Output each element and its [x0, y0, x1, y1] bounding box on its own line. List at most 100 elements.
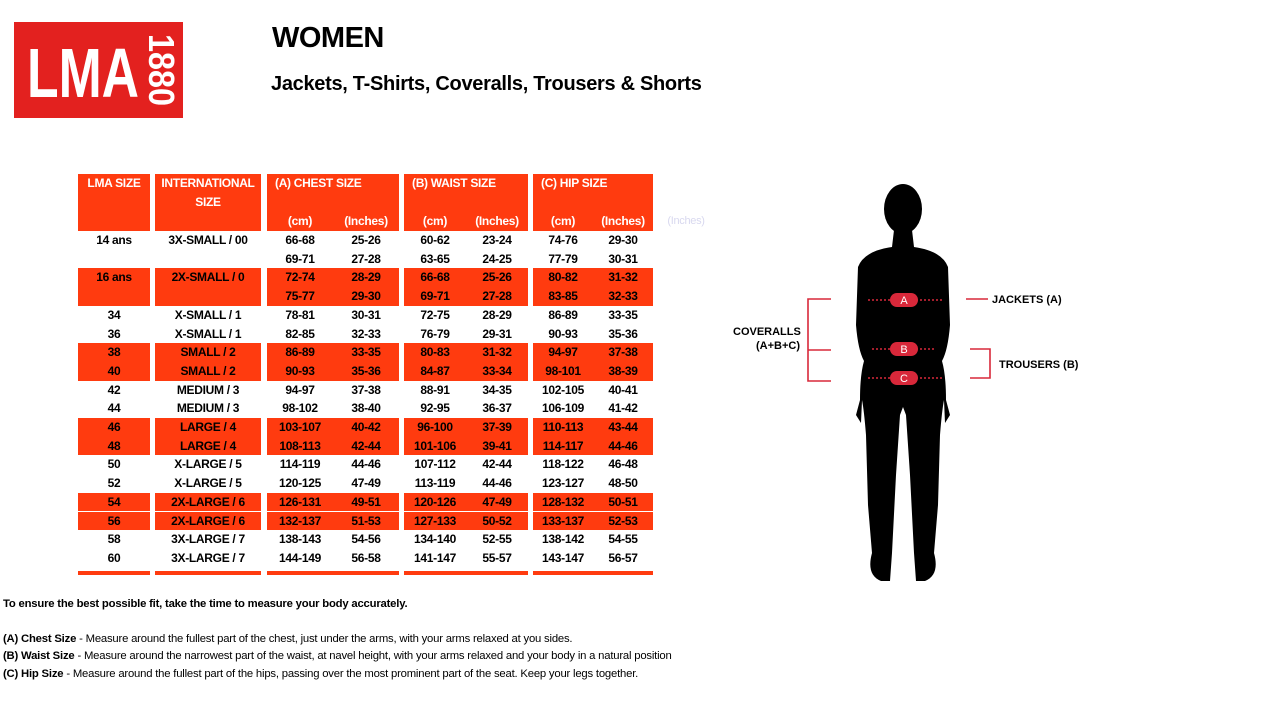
row-highlight	[155, 268, 261, 288]
lma-size: 40	[107, 363, 121, 378]
row-highlight	[155, 511, 261, 531]
measure-cell: 80-83	[420, 345, 450, 360]
measure-cell: 46-48	[608, 457, 638, 472]
measure-cell: 126-131	[279, 494, 321, 509]
measure-cell: 107-112	[414, 457, 456, 472]
logo-bg	[14, 22, 183, 118]
intl-size: 2X-LARGE / 6	[171, 494, 245, 509]
header-bg	[267, 174, 399, 231]
marker-pill	[890, 371, 918, 385]
note: (B) Waist Size - Measure around the narr…	[3, 648, 723, 666]
intl-size: SMALL / 2	[180, 363, 236, 378]
measure-cell: 33-35	[351, 345, 381, 360]
measure-cell: 98-102	[282, 401, 318, 416]
measure-cell: 55-57	[482, 550, 512, 565]
measure-cell: 82-85	[285, 326, 315, 341]
lma-size: 38	[107, 345, 121, 360]
measure-cell: 41-42	[608, 401, 638, 416]
measure-cell: 141-147	[414, 550, 456, 565]
measure-cell: 32-33	[608, 289, 638, 304]
intl-size: 3X-LARGE / 7	[171, 532, 245, 547]
marker-label: C	[900, 373, 908, 385]
intl-size: X-SMALL / 1	[174, 326, 242, 341]
measure-cell: 23-24	[482, 233, 512, 247]
measure-cell: 143-147	[542, 550, 584, 565]
row-highlight	[78, 436, 150, 456]
measure-cell: 75-77	[285, 289, 315, 304]
measure-cell: 33-35	[608, 307, 638, 322]
measure-cell: 35-36	[351, 363, 381, 378]
measure-cell: 40-41	[608, 382, 638, 397]
intl-size: LARGE / 4	[180, 420, 236, 434]
row-highlight	[404, 492, 528, 512]
header-bg	[155, 174, 261, 231]
intl-size: 3X-SMALL / 00	[168, 233, 248, 247]
lma-size: 16 ans	[96, 270, 132, 285]
lma-size: 58	[107, 532, 121, 547]
measure-cell: 60-62	[420, 233, 450, 247]
row-highlight	[404, 343, 528, 362]
row-highlight	[533, 511, 653, 531]
measure-cell: 78-81	[285, 307, 315, 322]
row-highlight	[533, 492, 653, 512]
intl-size: MEDIUM / 3	[176, 382, 240, 397]
measure-cell: 56-58	[351, 550, 381, 565]
measure-cell: 90-93	[285, 363, 315, 378]
measure-cell: 40-42	[351, 420, 381, 434]
note: (A) Chest Size - Measure around the full…	[3, 631, 723, 649]
measure-cell: 106-109	[542, 401, 584, 416]
measure-cell: 38-40	[351, 401, 381, 416]
marker-label: B	[900, 344, 907, 356]
measure-cell: 108-113	[279, 438, 321, 453]
measure-cell: 39-41	[482, 438, 512, 453]
measure-cell: 63-65	[420, 251, 450, 266]
measure-cell: 37-38	[351, 382, 381, 397]
table-footer-bar	[78, 570, 150, 575]
trousers-label: TROUSERS (B)	[999, 359, 1079, 371]
measure-cell: 42-44	[351, 438, 381, 453]
measure-cell: 36-37	[482, 401, 512, 416]
unit-cell: (Inches)	[475, 214, 519, 228]
measure-cell: 86-89	[548, 307, 578, 322]
measure-cell: 27-28	[351, 251, 381, 266]
row-highlight	[78, 418, 150, 437]
row-highlight	[155, 343, 261, 362]
row-highlight	[78, 492, 150, 512]
intl-size: MEDIUM / 3	[176, 401, 240, 416]
measure-cell: 50-52	[482, 513, 512, 528]
row-highlight	[533, 268, 653, 288]
measure-cell: 132-137	[279, 513, 321, 528]
note-text: - Measure around the fullest part of the…	[66, 667, 639, 680]
measure-cell: 96-100	[417, 420, 453, 434]
measure-cell: 29-31	[482, 326, 512, 341]
notes-items: (A) Chest Size - Measure around the full…	[3, 631, 723, 684]
row-highlight	[78, 511, 150, 531]
measure-cell: 52-53	[608, 513, 638, 528]
row-highlight	[155, 361, 261, 381]
intl-size: SMALL / 2	[180, 345, 236, 360]
measure-cell: 31-32	[482, 345, 512, 360]
row-highlight	[155, 287, 261, 306]
size-table: LMA SIZE INTERNATIONAL SIZE (A) CHEST SIZE…	[0, 0, 720, 580]
row-highlight	[533, 287, 653, 306]
measure-cell: 37-39	[482, 420, 512, 434]
title: WOMEN	[272, 22, 384, 54]
row-highlight	[267, 511, 399, 531]
lma-size: 14 ans	[96, 233, 132, 247]
unit-cell: (Inches)	[601, 214, 645, 228]
measure-cell: 86-89	[285, 345, 315, 360]
measure-cell: 110-113	[542, 420, 584, 434]
header-cell: (C) HIP SIZE	[541, 176, 608, 190]
measure-cell: 69-71	[420, 289, 450, 304]
measure-cell: 83-85	[548, 289, 578, 304]
lma-size: 42	[107, 382, 121, 397]
unit-cell: (Inches)	[344, 214, 388, 228]
lma-size: 50	[107, 457, 121, 472]
row-highlight	[533, 436, 653, 456]
lma-size: 56	[107, 513, 121, 528]
silhouette	[856, 184, 950, 581]
measure-cell: 47-49	[482, 494, 512, 509]
measure-cell: 37-38	[608, 345, 638, 360]
row-highlight	[267, 492, 399, 512]
